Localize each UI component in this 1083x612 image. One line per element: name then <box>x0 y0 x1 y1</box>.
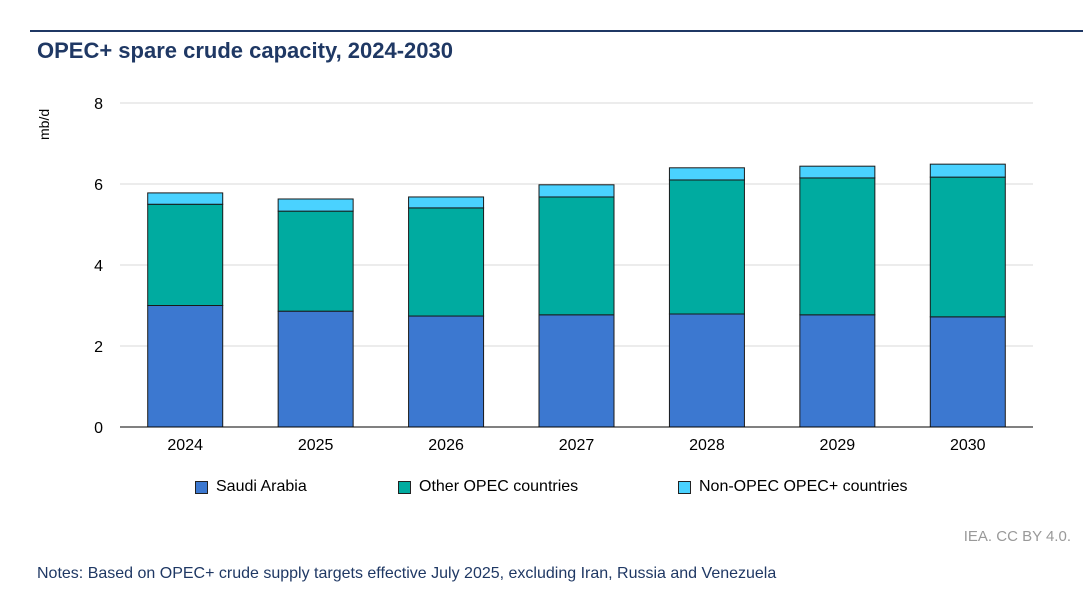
x-tick-label: 2027 <box>559 437 595 454</box>
legend-item-other-opec: Other OPEC countries <box>398 478 578 496</box>
legend-swatch <box>195 480 208 494</box>
bar-segment <box>277 310 354 428</box>
y-tick-label: 8 <box>94 96 103 113</box>
bar-segment <box>799 177 876 316</box>
bar-segment <box>147 305 224 428</box>
notes: Notes: Based on OPEC+ crude supply targe… <box>37 565 777 582</box>
bar-segment <box>147 192 224 205</box>
bar-segment <box>668 167 745 181</box>
bar-segment <box>408 315 485 428</box>
x-tick-label: 2024 <box>167 437 203 454</box>
bar-segment <box>538 314 615 428</box>
y-tick-label: 6 <box>94 177 103 194</box>
bar-segment <box>799 165 876 179</box>
x-tick-label: 2030 <box>950 437 986 454</box>
bar-segment <box>147 203 224 306</box>
bar-segment <box>408 196 485 209</box>
legend-label: Non-OPEC OPEC+ countries <box>699 478 908 495</box>
legend-label: Other OPEC countries <box>419 478 579 495</box>
x-tick-label: 2029 <box>820 437 856 454</box>
bar-segment <box>799 314 876 428</box>
x-tick-label: 2025 <box>298 437 334 454</box>
legend-item-saudi-arabia: Saudi Arabia <box>195 478 307 496</box>
y-tick-label: 4 <box>94 258 103 275</box>
top-rule <box>30 30 1083 32</box>
bar-segment <box>538 184 615 198</box>
y-tick-label: 0 <box>94 420 103 437</box>
bar-segment <box>408 207 485 317</box>
legend-swatch <box>398 480 411 494</box>
credit: IEA. CC BY 4.0. <box>963 528 1071 545</box>
legend-item-non-opec: Non-OPEC OPEC+ countries <box>678 478 908 496</box>
legend-swatch <box>678 480 691 494</box>
bar-segment <box>929 316 1006 428</box>
chart-title: OPEC+ spare crude capacity, 2024-2030 <box>37 38 454 63</box>
x-tick-label: 2026 <box>428 437 464 454</box>
bar-segment <box>538 196 615 316</box>
x-tick-label: 2028 <box>689 437 725 454</box>
bar-segment <box>277 210 354 312</box>
legend-label: Saudi Arabia <box>216 478 307 495</box>
bar-segment <box>929 176 1006 318</box>
chart-plot: 0 2 4 6 8 2024 2025 2026 2027 2028 2029 2030 <box>94 96 1033 454</box>
bar-segment <box>668 313 745 428</box>
bar-segment <box>929 163 1006 178</box>
bar-segment <box>277 198 354 212</box>
bar-segment <box>668 179 745 315</box>
y-tick-label: 2 <box>94 339 103 356</box>
